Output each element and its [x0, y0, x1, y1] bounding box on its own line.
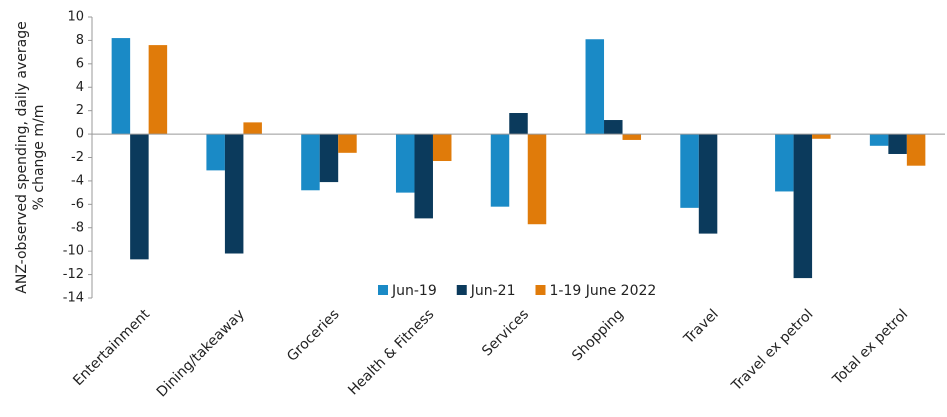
y-axis-label: ANZ-observed spending, daily average: [14, 21, 30, 293]
x-tick-label: Shopping: [569, 306, 627, 364]
y-tick-label: 4: [76, 80, 84, 95]
y-tick-label: -14: [63, 291, 84, 306]
bar: [585, 39, 605, 135]
bar: [490, 134, 510, 207]
x-tick-label: Services: [479, 306, 532, 359]
bar: [604, 120, 623, 135]
bar: [148, 45, 168, 135]
x-tick-label: Total ex petrol: [829, 306, 911, 388]
bar: [301, 134, 320, 191]
bar: [509, 113, 528, 135]
y-tick-label: -2: [71, 150, 84, 165]
legend-swatch: [456, 285, 467, 295]
bar: [906, 134, 926, 166]
y-tick-label: -4: [71, 173, 84, 188]
x-tick-label: Travel ex petrol: [728, 306, 816, 394]
x-tick-label: Travel: [680, 306, 721, 347]
bar: [224, 134, 244, 254]
bar: [869, 134, 889, 146]
legend-label: Jun-21: [470, 283, 516, 299]
x-tick-label: Dining/takeaway: [154, 306, 248, 400]
y-tick-label: -8: [71, 220, 84, 235]
bar: [812, 134, 831, 139]
y-tick-label: -6: [71, 197, 84, 212]
legend-swatch: [535, 285, 546, 295]
x-tick-label: Entertainment: [70, 306, 153, 389]
bar: [111, 38, 131, 135]
x-tick-label: Health & Fitness: [345, 306, 437, 398]
bar: [414, 134, 433, 219]
bar: [130, 134, 149, 260]
bar: [243, 122, 262, 135]
legend-label: 1-19 June 2022: [550, 283, 657, 299]
bar: [888, 134, 907, 154]
bar: [338, 134, 357, 153]
bar: [206, 134, 225, 171]
y-tick-label: -10: [63, 244, 84, 259]
y-axis-label: % change m/m: [31, 105, 47, 211]
x-tick-label: Groceries: [284, 306, 343, 365]
bar: [793, 134, 813, 279]
y-tick-label: -12: [63, 267, 84, 282]
bar: [775, 134, 794, 192]
legend-swatch: [378, 285, 388, 295]
bar: [319, 134, 339, 183]
y-tick-label: 8: [76, 33, 84, 48]
bar: [698, 134, 718, 234]
bar: [680, 134, 699, 208]
y-tick-label: 2: [76, 103, 84, 118]
y-tick-label: 0: [76, 127, 84, 142]
bar: [622, 134, 642, 140]
y-tick-label: 6: [76, 56, 84, 71]
bar: [395, 134, 415, 193]
bar: [432, 134, 452, 162]
legend-label: Jun-19: [391, 283, 437, 299]
y-tick-label: 10: [67, 10, 84, 25]
bar: [527, 134, 547, 225]
